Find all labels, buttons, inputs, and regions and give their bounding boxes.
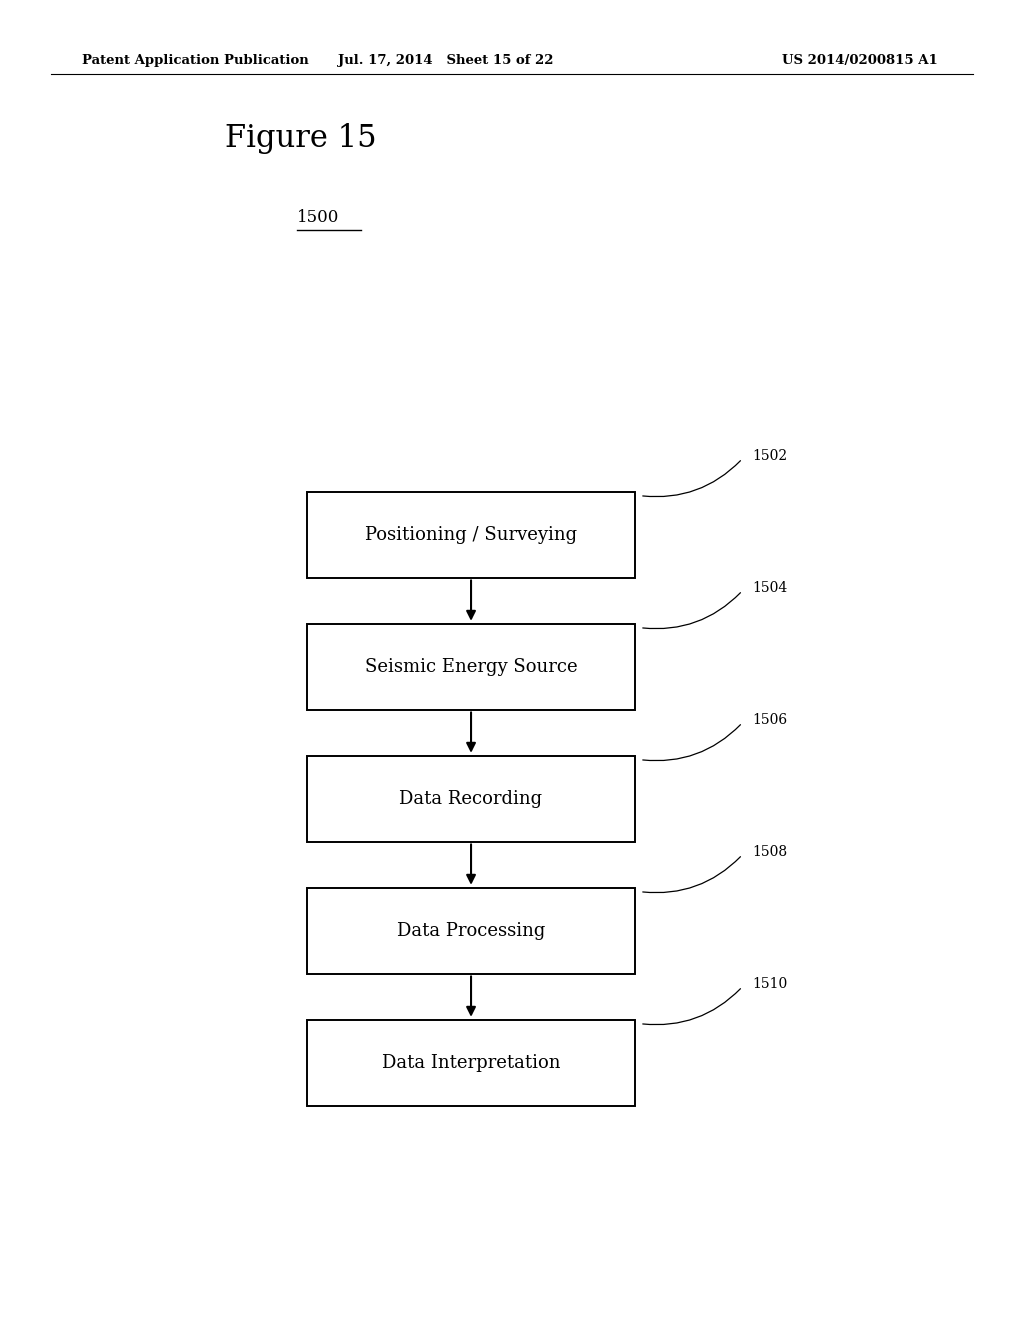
Text: 1510: 1510: [753, 977, 787, 991]
Bar: [307, 1019, 635, 1106]
Bar: [307, 492, 635, 578]
Text: Data Interpretation: Data Interpretation: [382, 1053, 560, 1072]
Text: Jul. 17, 2014   Sheet 15 of 22: Jul. 17, 2014 Sheet 15 of 22: [338, 54, 553, 67]
Text: 1502: 1502: [753, 449, 787, 463]
Text: 1504: 1504: [753, 581, 787, 595]
Text: US 2014/0200815 A1: US 2014/0200815 A1: [782, 54, 938, 67]
Text: Figure 15: Figure 15: [225, 123, 377, 154]
Bar: [307, 755, 635, 842]
Text: 1506: 1506: [753, 713, 787, 727]
Bar: [307, 623, 635, 710]
Text: Patent Application Publication: Patent Application Publication: [82, 54, 308, 67]
Text: 1508: 1508: [753, 845, 787, 859]
Text: Positioning / Surveying: Positioning / Surveying: [365, 525, 578, 544]
Text: Data Recording: Data Recording: [399, 789, 543, 808]
Text: Data Processing: Data Processing: [397, 921, 545, 940]
Text: Seismic Energy Source: Seismic Energy Source: [365, 657, 578, 676]
Bar: [307, 888, 635, 974]
Text: 1500: 1500: [297, 210, 339, 226]
